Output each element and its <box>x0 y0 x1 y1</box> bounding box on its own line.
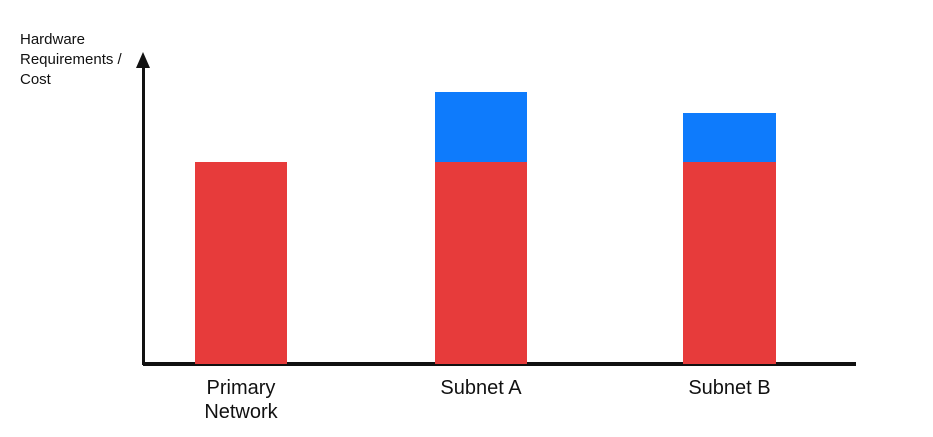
bar-subnet-b <box>683 113 776 364</box>
x-axis-line <box>143 362 856 366</box>
bar-subnet-a <box>435 92 527 364</box>
y-axis-label: Hardware Requirements / Cost <box>20 31 122 88</box>
bar-segment-base <box>195 162 287 364</box>
bar-segment-base <box>435 162 527 364</box>
x-tick-label-subnet-a: Subnet A <box>440 377 522 399</box>
y-axis-arrow-icon <box>136 52 150 68</box>
bar-segment-base <box>683 162 776 364</box>
x-tick-label-subnet-b: Subnet B <box>688 377 771 399</box>
bar-segment-additional <box>683 113 776 162</box>
bar-segment-additional <box>435 92 527 162</box>
bar-primary-network <box>195 162 287 364</box>
x-tick-label-primary-network: Primary Network <box>204 377 278 423</box>
y-axis-line <box>142 62 145 365</box>
